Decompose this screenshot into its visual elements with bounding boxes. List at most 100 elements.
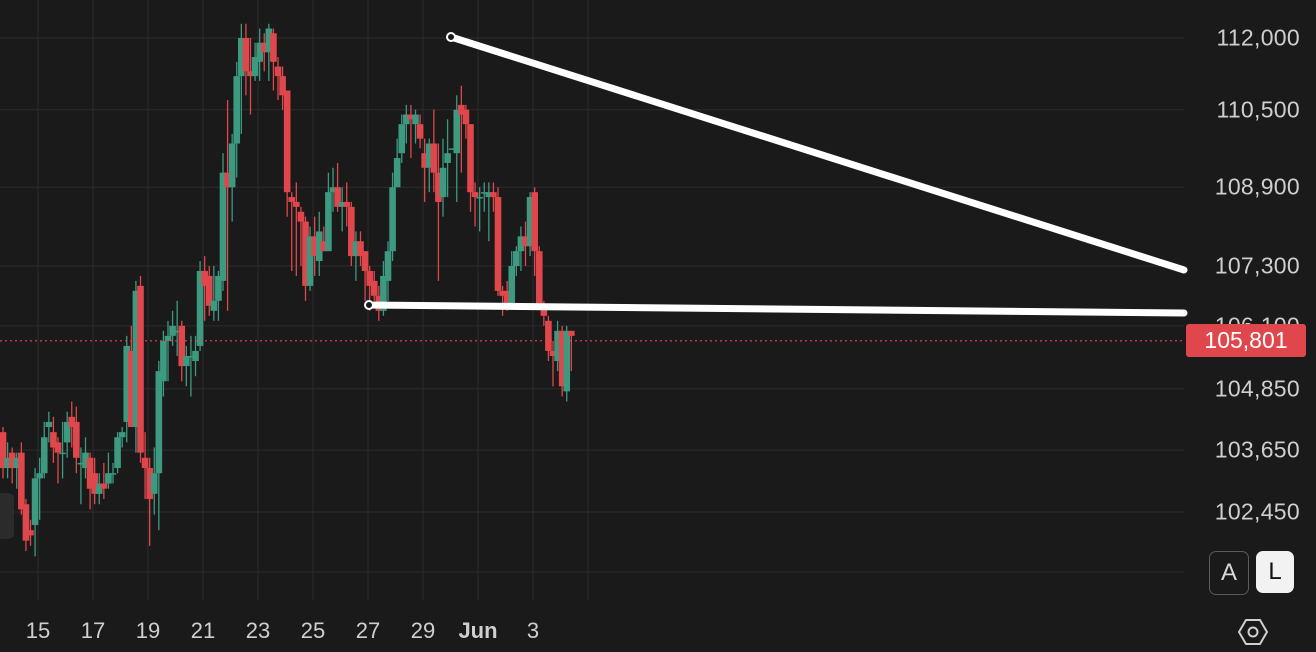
price-axis-label: 112,000 <box>1216 24 1300 51</box>
candle-body <box>45 421 53 428</box>
candle-body <box>247 71 254 77</box>
candle-body <box>215 275 222 301</box>
candle-body <box>105 473 112 484</box>
price-axis-label: 110,500 <box>1216 96 1300 123</box>
candle-body <box>219 172 227 281</box>
candle-body <box>146 468 153 500</box>
log-scale-button[interactable]: L <box>1256 551 1294 593</box>
candle-body <box>554 330 561 362</box>
candle-body <box>183 355 190 367</box>
candle-body <box>370 280 378 296</box>
candle-body <box>448 148 456 150</box>
time-axis-label: 15 <box>25 618 51 643</box>
candle-body <box>187 355 195 358</box>
lower-trendline[interactable] <box>365 301 1188 317</box>
candle-body <box>201 270 208 286</box>
auto-scale-button[interactable]: A <box>1209 551 1249 595</box>
candle-body <box>458 104 465 115</box>
candle-body <box>128 350 135 428</box>
candle-body <box>430 143 438 173</box>
candle-body <box>68 416 76 428</box>
candle-body <box>416 124 424 139</box>
candle-body <box>531 192 538 252</box>
candle-body <box>95 483 103 494</box>
candle-body <box>40 437 48 474</box>
candle-body <box>279 76 286 96</box>
candle-body <box>421 153 428 168</box>
time-axis-label: 17 <box>80 618 106 643</box>
candle-body <box>91 473 98 494</box>
candle-body <box>132 290 140 428</box>
candle-body <box>155 371 163 474</box>
candle-body <box>306 236 314 286</box>
candle-body <box>329 187 337 193</box>
candle-body <box>490 192 497 198</box>
time-axis-label: 29 <box>410 618 436 643</box>
candle-body <box>462 109 470 125</box>
candle-body <box>393 158 401 188</box>
candle-body <box>338 201 346 207</box>
candle-body <box>4 457 11 469</box>
candle-body <box>412 114 419 125</box>
candle-body <box>118 432 126 438</box>
candle-body <box>141 457 149 469</box>
candle-body <box>27 530 34 536</box>
candle-body <box>545 320 552 351</box>
time-axis-label: Jun <box>458 618 498 643</box>
candle-body <box>485 192 493 198</box>
candle-body <box>494 197 502 291</box>
candle-body <box>150 473 158 494</box>
candle-body <box>499 290 506 296</box>
upper-trendline-handle[interactable] <box>446 32 456 42</box>
time-axis-label: 25 <box>300 618 326 643</box>
candle-body <box>251 57 259 77</box>
candle-body <box>467 124 474 193</box>
candle-body <box>398 124 406 154</box>
candle-body <box>361 251 369 271</box>
upper-trendline[interactable] <box>447 33 1188 274</box>
candle-body <box>31 478 39 525</box>
candle-body <box>238 38 245 77</box>
candle-body <box>503 290 511 306</box>
lower-trendline-handle[interactable] <box>364 300 374 310</box>
candle-body <box>260 42 268 53</box>
candle-body <box>480 192 488 194</box>
candle-body <box>320 241 328 252</box>
candle-body <box>407 114 415 120</box>
candle-body <box>233 76 241 144</box>
side-panel-toggle[interactable] <box>0 493 14 539</box>
candle-body <box>288 197 296 202</box>
candle-body <box>293 201 300 207</box>
candle-body <box>384 251 392 281</box>
candle-body <box>471 192 479 198</box>
candle-body <box>0 432 7 469</box>
candle-body <box>137 285 144 453</box>
price-axis-label: 108,900 <box>1214 173 1300 200</box>
candle-body <box>302 221 309 286</box>
candle-body <box>73 421 80 458</box>
settings-icon[interactable] <box>1238 617 1268 647</box>
candle-body <box>348 206 355 257</box>
candle-body <box>169 325 176 336</box>
candle-body <box>114 437 121 469</box>
candle-body <box>54 442 62 453</box>
candle-body <box>352 241 360 257</box>
candle-body <box>82 452 89 469</box>
price-axis-label: 102,450 <box>1214 498 1300 525</box>
candle-body <box>274 66 282 77</box>
candle-body <box>283 90 291 193</box>
price-axis-label: 103,650 <box>1214 436 1300 463</box>
candle-body <box>109 473 117 475</box>
candle-body <box>164 335 172 341</box>
candle-body <box>77 462 85 465</box>
candle-body <box>380 275 387 311</box>
candle-body <box>435 172 442 202</box>
candle-body <box>325 192 332 252</box>
candle-body <box>389 187 396 252</box>
candle-body <box>453 109 461 154</box>
candle-body <box>315 231 323 262</box>
candle-body <box>173 330 181 333</box>
candle-body <box>18 452 25 510</box>
candle-body <box>228 143 236 188</box>
